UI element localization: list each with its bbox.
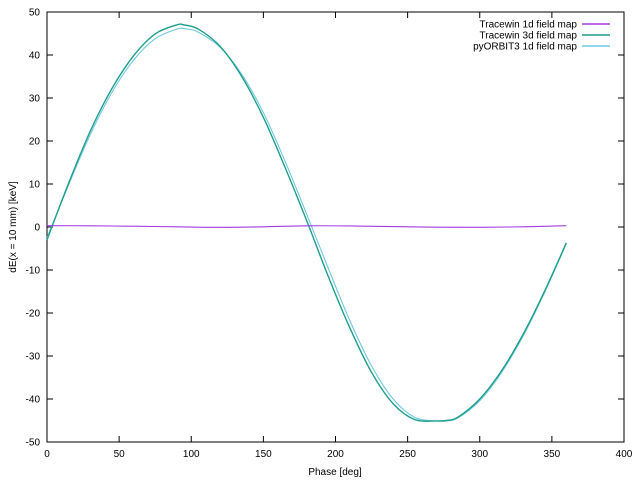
x-tick-label: 300 — [471, 449, 488, 460]
x-tick-label: 200 — [327, 449, 344, 460]
legend-label-3: pyORBIT3 1d field map — [473, 42, 577, 53]
x-tick-label: 100 — [183, 449, 200, 460]
axis-ticks: 0 50 100 150 200 250 300 350 400 -50 -40 -30 -20 -10 0… — [26, 8, 633, 461]
x-tick-label: 250 — [399, 449, 416, 460]
y-axis-label: dE(x = 10 mm) [keV] — [8, 181, 19, 273]
series-line-1 — [46, 225, 567, 228]
y-tick-label: 40 — [29, 51, 41, 62]
x-tick-label: 150 — [255, 449, 272, 460]
legend-label-2: Tracewin 3d field map — [480, 31, 578, 42]
y-tick-label: -20 — [26, 309, 41, 320]
x-tick-label: 400 — [616, 449, 633, 460]
y-tick-label: -50 — [26, 438, 41, 449]
series-layer — [46, 23, 567, 423]
x-tick-label: 0 — [44, 449, 50, 460]
y-tick-label: -10 — [26, 266, 41, 277]
series-line-3 — [46, 27, 567, 422]
legend-label-1: Tracewin 1d field map — [480, 20, 578, 31]
y-tick-label: 0 — [34, 223, 40, 234]
x-tick-label: 350 — [544, 449, 561, 460]
y-tick-label: 50 — [29, 8, 41, 19]
y-tick-label: -30 — [26, 352, 41, 363]
y-tick-label: 20 — [29, 137, 41, 148]
y-tick-label: 10 — [29, 180, 41, 191]
x-axis-label: Phase [deg] — [308, 467, 362, 478]
x-tick-label: 50 — [114, 449, 126, 460]
y-tick-label: 30 — [29, 94, 41, 105]
series-line-2 — [46, 23, 567, 423]
y-tick-label: -40 — [26, 395, 41, 406]
